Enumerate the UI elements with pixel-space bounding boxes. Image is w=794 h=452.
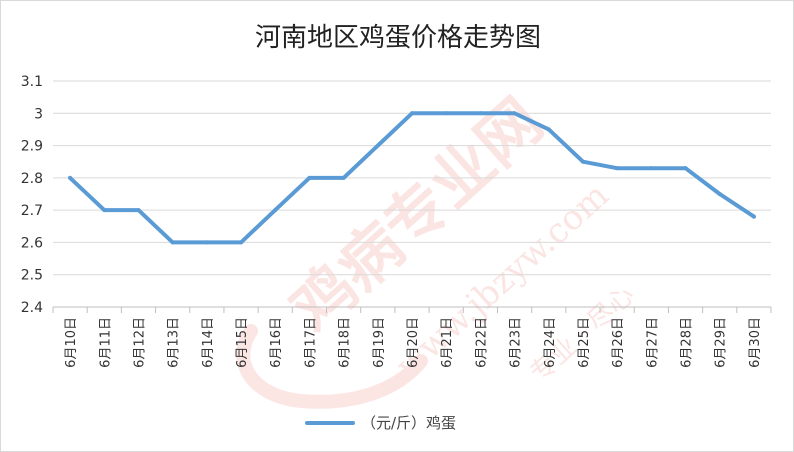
x-tick-label: 6月21日 (440, 317, 455, 368)
y-tick-label: 2.7 (21, 203, 43, 219)
x-tick-label: 6月12日 (132, 317, 147, 368)
x-tick-label: 6月14日 (201, 317, 216, 368)
data-point (136, 208, 141, 213)
data-point (68, 175, 73, 180)
y-tick-label: 2.8 (21, 171, 43, 187)
x-axis (52, 306, 772, 313)
data-point (410, 111, 414, 116)
data-point (204, 240, 209, 245)
data-point (102, 208, 107, 213)
x-tick-label: 6月30日 (748, 317, 763, 368)
data-point (546, 127, 551, 132)
x-tick-label: 6月11日 (98, 317, 113, 368)
data-point (580, 159, 585, 164)
x-tick-label: 6月28日 (680, 317, 695, 368)
data-point (717, 192, 722, 196)
data-point (375, 143, 380, 148)
data-point (341, 175, 346, 180)
x-tick-label: 6月27日 (645, 317, 660, 368)
data-point (307, 175, 312, 180)
chart-title: 河南地区鸡蛋价格走势图 (255, 23, 541, 53)
data-point (683, 166, 688, 171)
data-point (615, 166, 620, 171)
x-tick-label: 6月26日 (611, 317, 626, 368)
x-tick-label: 6月20日 (406, 317, 421, 368)
series-layer (68, 111, 756, 245)
data-point (751, 214, 756, 219)
x-tick-label: 6月16日 (269, 317, 284, 368)
legend: （元/斤）鸡蛋 (305, 414, 456, 432)
y-tick-label: 3 (34, 106, 43, 122)
x-tick-label: 6月10日 (64, 317, 79, 368)
data-point (478, 111, 483, 116)
x-tick-label: 6月15日 (235, 317, 250, 368)
x-axis-tick-labels: 6月10日 6月11日 6月12日 6月13日 6月14日 6月15日 6月16日 6月17日… (64, 317, 763, 368)
data-point (649, 166, 654, 171)
x-tick-label: 6月23日 (509, 317, 524, 368)
y-tick-label: 2.5 (21, 268, 43, 284)
x-tick-label: 6月29日 (714, 317, 729, 368)
data-point (239, 240, 244, 245)
x-tick-label: 6月18日 (338, 317, 353, 368)
y-tick-label: 2.6 (21, 235, 43, 251)
data-point (512, 111, 517, 116)
y-axis-tick-labels: 2.4 2.5 2.6 2.7 2.8 2.9 3 3.1 (21, 74, 43, 316)
x-tick-label: 6月19日 (372, 317, 387, 368)
data-point (444, 111, 449, 116)
x-tick-label: 6月17日 (303, 317, 318, 368)
x-tick-label: 6月13日 (167, 317, 182, 368)
legend-label: （元/斤）鸡蛋 (361, 414, 456, 432)
data-point (170, 240, 175, 245)
y-tick-label: 2.9 (21, 139, 43, 155)
x-tick-label: 6月25日 (577, 317, 592, 368)
y-tick-label: 3.1 (21, 74, 43, 90)
data-point (273, 208, 278, 213)
x-tick-label: 6月24日 (543, 317, 558, 368)
x-tick-label: 6月22日 (474, 317, 489, 368)
watermark-swoosh (236, 324, 428, 409)
y-tick-label: 2.4 (21, 300, 43, 316)
